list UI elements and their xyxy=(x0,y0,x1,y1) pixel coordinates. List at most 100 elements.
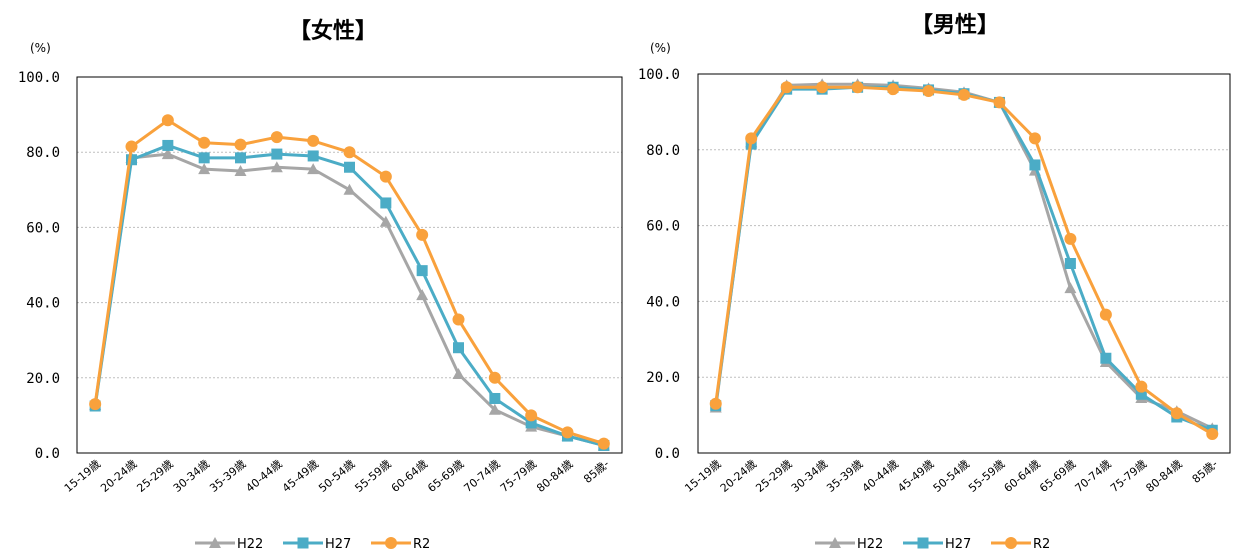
data-point-r2 xyxy=(597,437,610,450)
x-tick-label: 50-54歳 xyxy=(316,457,357,495)
data-point-r2 xyxy=(1064,232,1077,245)
plot-frame-male xyxy=(697,73,1231,454)
x-tick-label: 85歳- xyxy=(1190,457,1221,486)
legend-marker-h22 xyxy=(209,537,221,548)
legend-male: H22 H27 R2 xyxy=(815,537,1050,552)
x-tick-label: 30-34歳 xyxy=(789,457,830,495)
legend-marker-r2 xyxy=(1005,537,1017,549)
data-point-h27 xyxy=(307,150,319,162)
x-tick-label: 15-19歳 xyxy=(682,457,723,495)
series-female xyxy=(89,114,610,451)
data-point-r2 xyxy=(452,313,465,326)
data-point-h22 xyxy=(307,163,320,175)
data-point-h27 xyxy=(453,342,464,354)
data-point-r2 xyxy=(198,136,211,149)
data-point-r2 xyxy=(1099,308,1112,321)
gridlines-male xyxy=(698,149,1230,378)
chart-female: 【女性】 (%) 0.0 20.0 40.0 60.0 80.0 100.0 15-19歳… xyxy=(18,18,623,552)
x-tick-label: 50-54歳 xyxy=(931,457,972,495)
x-tick-label: 40-44歳 xyxy=(860,457,901,495)
data-point-h22 xyxy=(379,215,392,227)
legend-marker-h27 xyxy=(917,537,929,549)
x-tick-label: 70-74歳 xyxy=(461,457,502,495)
x-tick-label: 60-64歳 xyxy=(389,457,430,495)
data-point-h22 xyxy=(452,368,465,380)
data-point-r2 xyxy=(1170,407,1183,420)
data-point-h27 xyxy=(1029,159,1041,171)
data-point-h27 xyxy=(126,154,137,166)
data-point-r2 xyxy=(745,132,758,145)
x-ticks-male: 15-19歳20-24歳25-29歳30-34歳35-39歳40-44歳45-4… xyxy=(682,457,1220,495)
x-tick-label: 75-79歳 xyxy=(1108,457,1149,495)
series-male xyxy=(709,78,1219,441)
x-tick-label: 65-69歳 xyxy=(425,457,466,495)
x-tick-label: 35-39歳 xyxy=(207,457,248,495)
x-tick-label: 55-59歳 xyxy=(966,457,1007,495)
data-point-r2 xyxy=(709,397,722,410)
data-point-r2 xyxy=(1206,428,1219,441)
data-point-r2 xyxy=(525,409,538,422)
x-tick-label: 85歳- xyxy=(581,457,612,486)
data-point-h22 xyxy=(270,161,283,173)
x-tick-label: 40-44歳 xyxy=(243,457,284,495)
data-point-r2 xyxy=(816,81,829,94)
x-tick-label: 20-24歳 xyxy=(98,457,139,495)
data-point-r2 xyxy=(993,96,1006,109)
x-tick-label: 15-19歳 xyxy=(62,457,103,495)
x-tick-label: 35-39歳 xyxy=(824,457,865,495)
data-point-h27 xyxy=(1135,388,1147,400)
legend-marker-r2 xyxy=(385,537,397,549)
data-point-r2 xyxy=(161,114,174,127)
y-tick-label: 80.0 xyxy=(646,143,680,159)
x-tick-label: 45-49歳 xyxy=(895,457,936,495)
x-tick-label: 75-79歳 xyxy=(498,457,539,495)
data-point-r2 xyxy=(851,81,864,94)
data-point-h27 xyxy=(271,148,283,160)
series-line-h22 xyxy=(93,152,605,447)
data-point-r2 xyxy=(780,81,793,94)
data-point-r2 xyxy=(561,426,574,439)
data-point-r2 xyxy=(379,170,392,183)
data-point-h27 xyxy=(1064,258,1076,269)
y-tick-label: 80.0 xyxy=(26,145,60,161)
legend-label-h27: H27 xyxy=(325,537,351,552)
x-tick-label: 65-69歳 xyxy=(1037,457,1078,495)
legend-label-h22: H22 xyxy=(237,537,263,552)
y-tick-label: 20.0 xyxy=(26,371,60,387)
data-point-r2 xyxy=(416,228,429,241)
y-tick-label: 100.0 xyxy=(18,70,60,86)
y-tick-label: 60.0 xyxy=(646,219,680,235)
chart-title-male: 【男性】 xyxy=(911,13,999,38)
x-tick-label: 20-24歳 xyxy=(718,457,759,495)
legend-marker-h27 xyxy=(297,537,309,549)
y-tick-label: 0.0 xyxy=(655,446,680,462)
x-tick-label: 80-84歳 xyxy=(1143,457,1184,495)
data-point-r2 xyxy=(958,88,970,101)
data-point-r2 xyxy=(307,134,320,147)
y-tick-label: 20.0 xyxy=(646,370,680,386)
data-point-h22 xyxy=(488,403,501,415)
data-point-h22 xyxy=(1064,282,1077,294)
legend-marker-h22 xyxy=(829,537,841,548)
chart-male: 【男性】 (%) 0.0 20.0 40.0 60.0 80.0 100.0 15-19歳… xyxy=(638,13,1231,552)
x-tick-label: 25-29歳 xyxy=(753,457,794,495)
x-tick-label: 80-84歳 xyxy=(534,457,575,495)
x-tick-label: 25-29歳 xyxy=(134,457,175,495)
y-unit-label-male: (%) xyxy=(650,41,671,55)
data-point-h27 xyxy=(416,265,428,277)
data-point-h27 xyxy=(1100,352,1112,364)
data-point-h27 xyxy=(198,152,210,164)
data-point-r2 xyxy=(922,85,935,98)
data-point-r2 xyxy=(234,138,247,151)
data-point-h22 xyxy=(234,165,247,176)
data-point-h27 xyxy=(489,392,501,404)
x-tick-label: 55-59歳 xyxy=(352,457,393,495)
x-tick-label: 45-49歳 xyxy=(280,457,321,495)
y-tick-label: 60.0 xyxy=(26,220,60,236)
x-tick-label: 70-74歳 xyxy=(1073,457,1114,495)
data-point-r2 xyxy=(89,398,102,411)
x-tick-label: 30-34歳 xyxy=(171,457,212,495)
data-point-r2 xyxy=(343,146,356,159)
x-tick-label: 60-64歳 xyxy=(1002,457,1043,495)
y-tick-label: 0.0 xyxy=(35,446,60,462)
